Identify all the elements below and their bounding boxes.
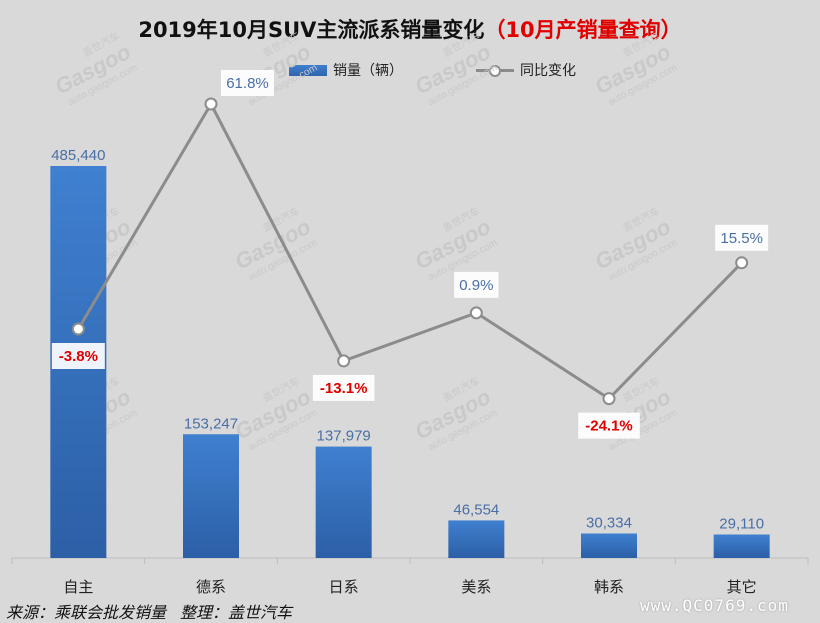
x-axis: 自主 德系 日系 美系 韩系 其它 [11, 557, 809, 596]
legend-item-sales: 销量（辆） [289, 60, 403, 80]
bar-4 [581, 533, 637, 558]
line-series [71, 97, 749, 406]
yoy-label-box-2 [312, 374, 375, 401]
bar-value-label-3: 46,554 [453, 501, 499, 518]
yoy-label-box-1 [221, 70, 274, 96]
bar-3 [448, 520, 505, 558]
legend-line-swatch [476, 64, 514, 77]
yoy-value-label-1: 61.8% [226, 75, 269, 92]
bar-value-label-1: 153,247 [184, 415, 238, 432]
legend-line-label: 同比变化 [520, 63, 576, 79]
organizer-text: 整理：盖世汽车 [180, 603, 293, 622]
bar-value-label-0: 485,440 [51, 147, 105, 164]
site-watermark: www.QC0769.com [640, 596, 789, 615]
x-tick-label-3: 美系 [461, 578, 491, 596]
source-text: 来源：乘联会批发销量 [6, 603, 167, 622]
x-tick-label-0: 自主 [63, 578, 93, 596]
x-tick-label-5: 其它 [727, 578, 757, 596]
title-main: 2019年10月SUV主流派系销量变化 [138, 18, 485, 42]
yoy-value-label-2: -13.1% [320, 380, 368, 397]
legend-bar-label: 销量（辆） [333, 63, 403, 79]
bar-2 [315, 446, 372, 558]
yoy-point-3 [469, 306, 483, 320]
bar-1 [183, 434, 239, 558]
yoy-line [77, 102, 743, 401]
bar-value-label-4: 30,334 [586, 515, 632, 532]
yoy-label-box-5 [715, 224, 769, 251]
x-tick-label-2: 日系 [329, 578, 359, 596]
yoy-point-5 [735, 256, 749, 270]
data-labels: 485,440 153,247 137,979 46,554 30,334 29,110 -… [51, 70, 769, 532]
chart-title: 2019年10月SUV主流派系销量变化（10月产销量查询） [0, 14, 820, 44]
yoy-value-label-3: 0.9% [459, 277, 493, 294]
bar-value-label-5: 29,110 [719, 515, 764, 532]
bar-value-label-2: 137,979 [317, 428, 371, 445]
source-note: 来源：乘联会批发销量 整理：盖世汽车 [6, 599, 292, 623]
x-tick-label-4: 韩系 [594, 578, 624, 596]
yoy-point-1 [204, 97, 218, 111]
legend-item-yoy: 同比变化 [476, 60, 576, 80]
title-highlight: （10月产销量查询） [484, 18, 682, 42]
yoy-value-label-4: -24.1% [585, 418, 633, 435]
yoy-point-0 [71, 322, 85, 336]
x-tick-label-1: 德系 [196, 578, 226, 596]
yoy-label-box-0 [51, 343, 105, 369]
legend-bar-swatch [289, 64, 327, 76]
bar-5 [713, 534, 770, 558]
yoy-label-box-4 [578, 412, 640, 439]
yoy-point-4 [602, 392, 616, 406]
yoy-label-box-3 [454, 271, 499, 298]
yoy-point-2 [337, 354, 351, 368]
yoy-value-label-0: -3.8% [59, 348, 98, 365]
yoy-value-label-5: 15.5% [720, 230, 763, 247]
